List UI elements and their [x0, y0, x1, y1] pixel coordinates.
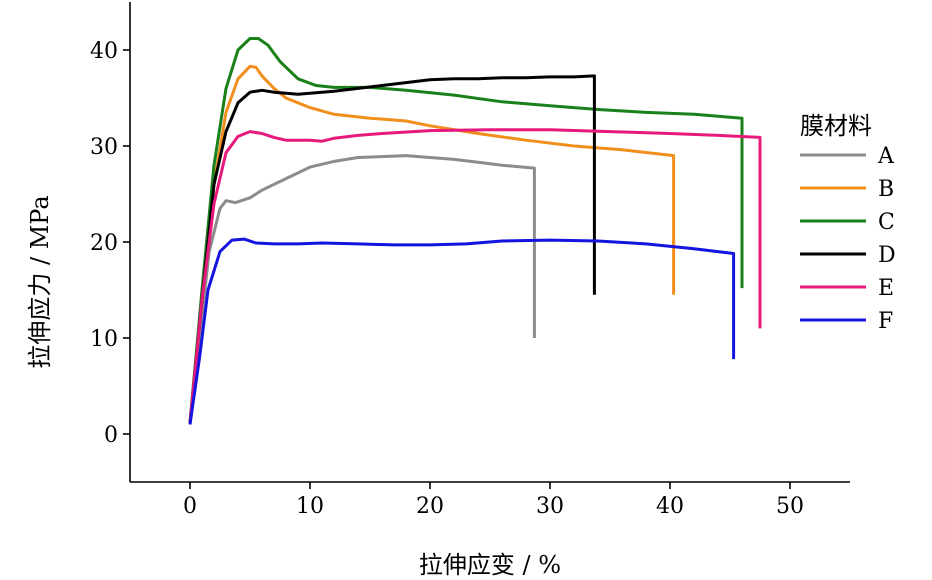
- y-tick-label: 40: [90, 39, 118, 64]
- legend-label-f: F: [878, 309, 893, 334]
- series-line-c: [188, 37, 744, 423]
- y-tick-label: 30: [90, 135, 118, 160]
- y-tick-label: 10: [90, 327, 118, 352]
- series-line-b: [188, 64, 676, 423]
- x-tick-label: 40: [656, 494, 684, 519]
- series-line-d: [188, 74, 596, 424]
- x-tick-label: 10: [296, 494, 324, 519]
- x-tick-label: 0: [183, 494, 197, 519]
- series-layer: [188, 37, 762, 425]
- legend-title: 膜材料: [800, 112, 872, 140]
- series-line-f: [188, 237, 736, 425]
- y-tick-label: 20: [90, 231, 118, 256]
- y-axis-title: 拉伸应力 / MPa: [26, 195, 54, 368]
- x-tick-label: 50: [776, 494, 804, 519]
- x-axis-title: 拉伸应变 / %: [419, 551, 561, 579]
- legend-label-a: A: [877, 144, 895, 169]
- legend-label-e: E: [878, 276, 894, 301]
- legend-label-c: C: [878, 210, 895, 235]
- series-line-e: [188, 128, 762, 424]
- legend-label-b: B: [878, 177, 894, 202]
- series-line-a: [188, 154, 536, 425]
- axes: 0 10 20 30 40 50 0 10 20 30 40: [90, 2, 850, 519]
- y-tick-label: 0: [104, 423, 118, 448]
- x-tick-label: 30: [536, 494, 564, 519]
- x-tick-label: 20: [416, 494, 444, 519]
- legend-label-d: D: [878, 243, 896, 268]
